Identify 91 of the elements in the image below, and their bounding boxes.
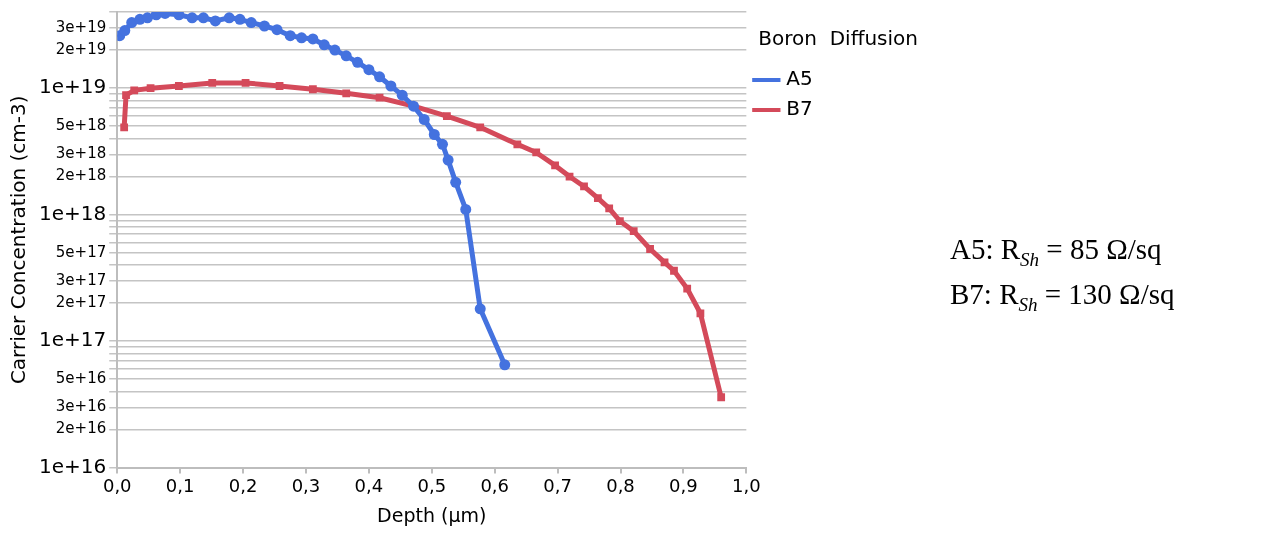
point	[499, 359, 511, 371]
point	[130, 86, 139, 95]
text: B7: R$_{Sh}$ = 130 Ω/sq	[950, 276, 1175, 317]
point	[284, 30, 296, 42]
point	[223, 12, 235, 24]
point	[146, 84, 155, 93]
y-axis-title: Carrier Concentration (cm-3)	[6, 95, 31, 385]
point	[513, 140, 522, 149]
x-tick-label: 0,2	[228, 475, 258, 497]
y-tick-label: 1e+18	[38, 200, 107, 225]
point	[275, 82, 284, 90]
point	[717, 393, 726, 402]
legend-label: B7	[786, 96, 813, 121]
y-tick-label: 2e+19	[55, 39, 107, 58]
point	[245, 17, 257, 29]
point	[307, 33, 319, 45]
y-tick-label: 5e+17	[55, 242, 107, 261]
point	[186, 12, 198, 24]
y-tick-label: 1e+19	[38, 74, 107, 99]
y-tick-label: 2e+18	[55, 166, 107, 185]
point	[296, 32, 308, 44]
x-tick-label: 0,1	[165, 475, 195, 497]
point	[385, 80, 397, 92]
y-tick-label: 1e+17	[38, 327, 107, 352]
x-tick-label: 0,8	[606, 475, 635, 497]
point	[258, 20, 270, 32]
legend-label: A5	[786, 66, 813, 91]
x-tick-label: 0,4	[354, 475, 384, 497]
point	[119, 25, 131, 37]
point	[175, 82, 183, 90]
point	[696, 309, 705, 318]
point	[126, 17, 138, 29]
y-tick-label: 3e+17	[55, 270, 107, 289]
point	[660, 258, 669, 267]
point	[646, 245, 654, 253]
point	[122, 91, 130, 100]
point	[476, 123, 485, 132]
point	[197, 12, 209, 24]
y-tick-label: 3e+16	[55, 397, 107, 416]
x-tick-label: 0,6	[480, 475, 510, 497]
point	[363, 64, 375, 76]
point	[208, 79, 217, 87]
point	[309, 85, 317, 94]
point	[271, 24, 283, 36]
x-tick-label: 0,0	[102, 475, 132, 497]
point	[340, 50, 352, 62]
y-tick-label: 2e+16	[55, 419, 107, 438]
y-tick-label: 2e+17	[55, 292, 107, 311]
point	[629, 227, 638, 236]
point	[374, 71, 386, 83]
x-tick-label: 0,3	[291, 475, 321, 497]
point	[580, 182, 588, 191]
point	[605, 204, 614, 213]
point	[375, 93, 384, 102]
point	[616, 217, 624, 225]
point	[342, 89, 351, 98]
point	[532, 148, 541, 157]
legend-title: Boron Diffusion	[758, 26, 918, 51]
point	[551, 161, 559, 170]
point	[683, 284, 692, 293]
point	[442, 154, 454, 166]
x-tick-label: 1,0	[732, 475, 761, 497]
point	[241, 79, 250, 87]
y-tick-label: 5e+16	[55, 369, 107, 388]
point	[396, 89, 408, 101]
point	[352, 56, 364, 68]
x-tick-label: 0,5	[417, 475, 447, 497]
x-tick-label: 0,7	[543, 475, 572, 497]
point	[450, 176, 462, 188]
point	[474, 303, 486, 315]
point	[428, 129, 440, 141]
point	[173, 12, 185, 21]
x-tick-label: 0,9	[669, 475, 698, 497]
point	[442, 112, 451, 121]
point	[120, 123, 129, 132]
y-tick-label: 5e+18	[55, 116, 107, 135]
point	[150, 12, 162, 21]
point	[670, 266, 678, 275]
y-tick-label: 1e+16	[38, 453, 107, 478]
point	[234, 13, 246, 25]
y-tick-label: 3e+18	[55, 144, 107, 163]
point	[436, 138, 448, 150]
text: A5: R$_{Sh}$ = 85 Ω/sq	[950, 232, 1163, 272]
point	[418, 114, 430, 126]
point	[329, 44, 341, 56]
x-axis-title: Depth (µm)	[377, 503, 487, 526]
point	[318, 39, 330, 51]
point	[209, 15, 221, 27]
point	[460, 203, 472, 215]
point	[593, 194, 602, 203]
y-tick-label: 3e+19	[55, 17, 107, 36]
